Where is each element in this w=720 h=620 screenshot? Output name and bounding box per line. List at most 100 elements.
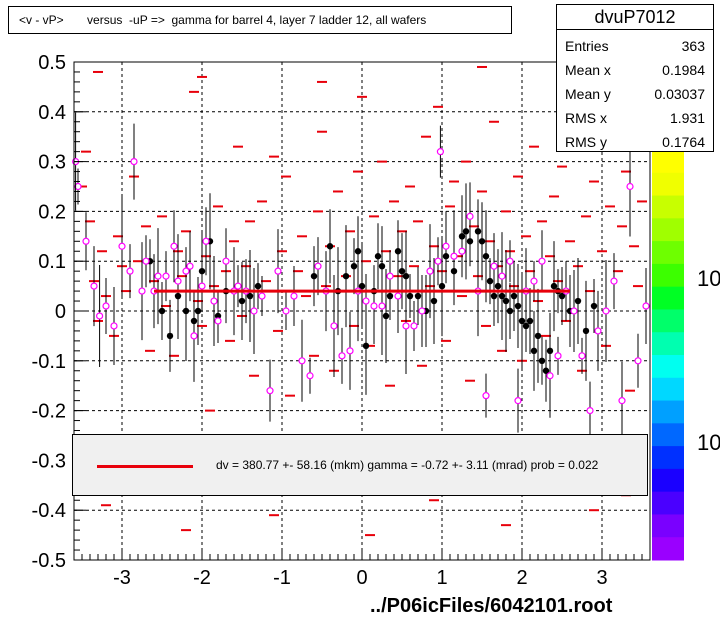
- marker-point: [506, 257, 514, 265]
- stats-row: RMS x 1.931: [565, 106, 705, 130]
- marker-point: [222, 257, 230, 265]
- palette-cell: [652, 400, 684, 424]
- profile-point: [350, 262, 358, 270]
- marker-point: [338, 352, 346, 360]
- marker-point: [82, 237, 90, 245]
- marker-point: [402, 322, 410, 330]
- marker-point: [234, 282, 242, 290]
- y-tick-label: 0.2: [38, 201, 66, 223]
- marker-point: [634, 357, 642, 365]
- marker-point: [202, 237, 210, 245]
- marker-point: [214, 317, 222, 325]
- stats-rows: Entries 363 Mean x 0.1984 Mean y 0.03037 RMS x…: [557, 30, 713, 158]
- palette-label-bottom: 10: [697, 430, 720, 455]
- marker-point: [498, 272, 506, 280]
- marker-point: [138, 287, 146, 295]
- palette-cell: [652, 332, 684, 356]
- marker-point: [466, 212, 474, 220]
- stats-row: Entries 363: [565, 34, 705, 58]
- marker-point: [306, 372, 314, 380]
- profile-point: [358, 282, 366, 290]
- y-tick-label: -0.1: [32, 351, 66, 373]
- profile-point: [254, 282, 262, 290]
- marker-point: [554, 352, 562, 360]
- x-tick-label: 1: [436, 567, 447, 589]
- profile-point: [414, 292, 422, 300]
- stats-row-value: 0.1764: [662, 134, 705, 150]
- marker-point: [490, 262, 498, 270]
- marker-point: [610, 277, 618, 285]
- profile-point: [474, 228, 482, 235]
- marker-point: [330, 322, 338, 330]
- marker-point: [174, 277, 182, 285]
- marker-point: [118, 242, 126, 250]
- marker-point: [450, 252, 458, 260]
- marker-point: [314, 262, 322, 270]
- profile-point: [590, 302, 598, 310]
- stats-row-value: 363: [681, 38, 705, 54]
- palette-cell: [652, 514, 684, 538]
- marker-point: [626, 182, 634, 191]
- palette-cell: [652, 423, 684, 447]
- stats-row-value: 1.931: [669, 110, 705, 126]
- profile-point: [326, 243, 334, 250]
- marker-point: [74, 182, 82, 191]
- marker-point: [126, 267, 134, 275]
- legend-box: dv = 380.77 +- 58.16 (mkm) gamma = -0.72…: [72, 434, 648, 496]
- marker-point: [162, 272, 170, 280]
- stats-row-label: RMS y: [565, 134, 607, 150]
- marker-point: [602, 307, 610, 315]
- palette-cell: [652, 150, 684, 174]
- palette-cell: [652, 446, 684, 470]
- marker-point: [570, 307, 578, 315]
- profile-point: [402, 272, 410, 280]
- palette-cell: [652, 377, 684, 402]
- palette-cell: [652, 355, 684, 379]
- stats-row-label: Mean y: [565, 86, 611, 102]
- palette-cell: [652, 491, 684, 515]
- marker-point: [530, 277, 538, 285]
- marker-point: [426, 267, 434, 275]
- legend-text: dv = 380.77 +- 58.16 (mkm) gamma = -0.72…: [216, 458, 599, 472]
- profile-point: [574, 297, 582, 305]
- marker-point: [282, 307, 290, 315]
- profile-point: [558, 292, 566, 300]
- marker-point: [578, 352, 586, 360]
- x-tick-label: -3: [113, 567, 131, 589]
- profile-point: [486, 277, 494, 285]
- marker-point: [386, 272, 394, 280]
- y-tick-label: 0.5: [38, 52, 66, 74]
- palette-cell: [652, 195, 684, 219]
- marker-point: [170, 242, 178, 250]
- palette-cell: [652, 172, 684, 197]
- stats-row-value: 0.03037: [654, 86, 705, 102]
- marker-point: [182, 267, 190, 275]
- palette-cell: [652, 468, 684, 493]
- marker-point: [274, 267, 282, 275]
- y-tick-label: -0.2: [32, 401, 66, 423]
- marker-point: [458, 247, 466, 255]
- profile-point: [238, 297, 246, 305]
- marker-point: [258, 292, 266, 300]
- profile-point: [510, 292, 518, 300]
- marker-point: [130, 158, 138, 166]
- chart-title-box: <v - vP> versus -uP => gamma for barrel …: [8, 6, 512, 34]
- palette-cell: [652, 218, 684, 242]
- marker-point: [102, 302, 110, 310]
- marker-point: [210, 297, 218, 305]
- palette-cell: [652, 309, 684, 333]
- palette-label-top: 10: [697, 266, 720, 291]
- marker-point: [190, 332, 198, 340]
- legend-line-swatch: [97, 465, 193, 468]
- marker-point: [362, 297, 370, 305]
- stats-box: dvuP7012 Entries 363 Mean x 0.1984 Mean y 0.0…: [556, 4, 714, 152]
- profile-point: [538, 357, 546, 364]
- marker-point: [266, 387, 274, 395]
- palette-cell: [652, 263, 684, 288]
- y-tick-label: 0.3: [38, 152, 66, 174]
- profile-point: [514, 302, 522, 310]
- profile-point: [482, 253, 490, 260]
- marker-point: [410, 322, 418, 330]
- chart-title: <v - vP> versus -uP => gamma for barrel …: [19, 13, 427, 27]
